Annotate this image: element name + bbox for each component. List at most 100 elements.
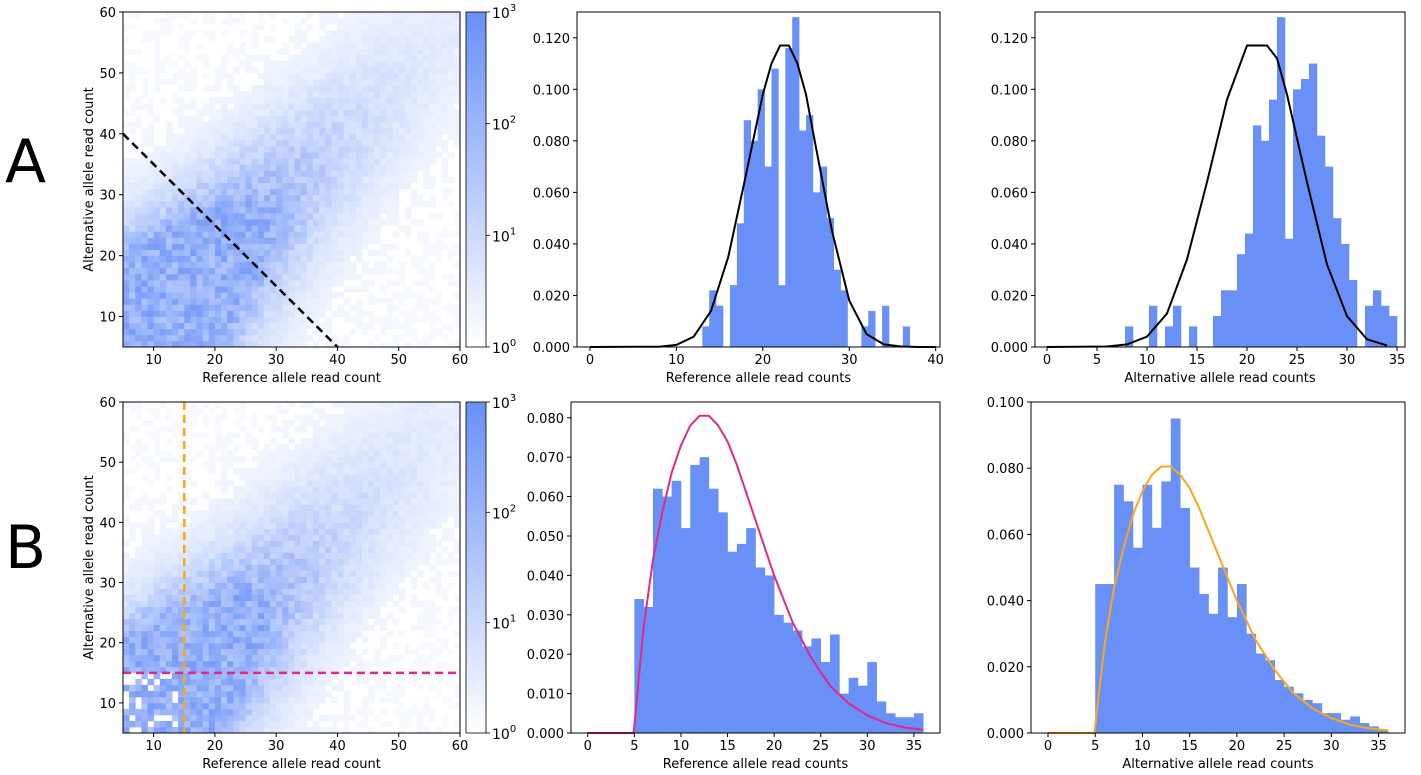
heatmap-cell bbox=[282, 636, 289, 644]
heatmap-cell bbox=[319, 546, 326, 553]
heatmap-cell bbox=[404, 504, 412, 511]
heatmap-cell bbox=[404, 570, 412, 577]
heatmap-cell bbox=[429, 654, 436, 662]
heatmap-cell bbox=[153, 42, 161, 49]
heatmap-cell bbox=[221, 690, 228, 698]
heatmap-cell bbox=[288, 558, 295, 565]
heatmap-cell bbox=[135, 594, 142, 601]
heatmap-cell bbox=[386, 255, 393, 263]
heatmap-cell bbox=[184, 42, 191, 49]
heatmap-cell bbox=[300, 231, 308, 238]
heatmap-cell bbox=[306, 624, 314, 632]
heatmap-cell bbox=[447, 60, 455, 68]
heatmap-cell bbox=[312, 420, 320, 427]
heatmap-cell bbox=[135, 176, 142, 183]
heatmap-cell bbox=[135, 170, 142, 177]
heatmap-cell bbox=[306, 164, 314, 171]
heatmap-cell bbox=[172, 158, 179, 165]
heatmap-cell bbox=[306, 97, 314, 104]
heatmap-cell bbox=[251, 630, 259, 638]
heatmap-cell bbox=[276, 654, 283, 662]
bar bbox=[1325, 166, 1334, 347]
y-tick-label: 0.060 bbox=[533, 186, 570, 201]
heatmap-cell bbox=[294, 103, 302, 110]
heatmap-cell bbox=[429, 176, 436, 183]
heatmap-cell bbox=[129, 85, 136, 92]
heatmap-cell bbox=[263, 576, 271, 583]
heatmap-cell bbox=[417, 152, 424, 159]
heatmap-cell bbox=[270, 127, 277, 135]
heatmap-cell bbox=[172, 678, 179, 686]
heatmap-cell bbox=[453, 213, 461, 220]
heatmap-cell bbox=[410, 474, 418, 481]
x-tick-label: 10 bbox=[668, 353, 685, 368]
heatmap-cell bbox=[288, 225, 295, 232]
heatmap-cell bbox=[325, 194, 332, 202]
heatmap-cell bbox=[325, 630, 332, 638]
heatmap-cell bbox=[312, 66, 320, 74]
heatmap-cell bbox=[208, 225, 216, 232]
heatmap-cell bbox=[331, 624, 338, 632]
heatmap-cell bbox=[282, 42, 289, 49]
heatmap-cell bbox=[153, 298, 161, 305]
y-tick-label: 0.040 bbox=[533, 238, 570, 253]
heatmap-cell bbox=[441, 426, 449, 433]
heatmap-cell bbox=[312, 225, 320, 232]
heatmap-cell bbox=[178, 328, 185, 336]
heatmap-cell bbox=[147, 261, 155, 269]
heatmap-cell bbox=[453, 121, 461, 129]
heatmap-cell bbox=[417, 54, 424, 62]
heatmap-cell bbox=[288, 109, 295, 116]
heatmap-cell bbox=[221, 310, 228, 317]
heatmap-cell bbox=[123, 402, 130, 409]
heatmap-cell bbox=[325, 18, 332, 25]
heatmap-cell bbox=[159, 588, 167, 595]
heatmap-cell bbox=[368, 546, 375, 553]
heatmap-cell bbox=[245, 188, 253, 196]
heatmap-cell bbox=[361, 121, 369, 129]
heatmap-cell bbox=[368, 103, 375, 110]
heatmap-cell bbox=[392, 654, 400, 662]
heatmap-cell bbox=[147, 546, 155, 553]
heatmap-cell bbox=[172, 516, 179, 523]
heatmap-cell bbox=[404, 18, 412, 25]
heatmap-cell bbox=[319, 522, 326, 529]
heatmap-cell bbox=[331, 213, 338, 220]
heatmap-cell bbox=[282, 432, 289, 439]
heatmap-cell bbox=[300, 450, 308, 457]
heatmap-cell bbox=[221, 60, 228, 68]
heatmap-cell bbox=[361, 243, 369, 250]
heatmap-cell bbox=[196, 612, 204, 620]
heatmap-cell bbox=[233, 152, 240, 159]
heatmap-cell bbox=[300, 48, 308, 56]
heatmap-cell bbox=[453, 133, 461, 141]
heatmap-cell bbox=[123, 66, 130, 74]
heatmap-cell bbox=[423, 176, 430, 183]
heatmap-cell bbox=[374, 480, 381, 487]
heatmap-cell bbox=[147, 298, 155, 305]
heatmap-cell bbox=[423, 546, 430, 553]
bar bbox=[729, 285, 738, 347]
heatmap-cell bbox=[368, 152, 375, 159]
heatmap-cell bbox=[300, 480, 308, 487]
heatmap-cell bbox=[190, 255, 197, 263]
heatmap-cell bbox=[368, 582, 375, 589]
heatmap-cell bbox=[202, 12, 210, 19]
heatmap-cell bbox=[178, 468, 185, 475]
heatmap-cell bbox=[355, 480, 363, 487]
heatmap-cell bbox=[355, 432, 363, 439]
y-tick-label: 0.100 bbox=[991, 83, 1028, 98]
heatmap-cell bbox=[398, 164, 406, 171]
heatmap-cell bbox=[251, 468, 259, 475]
heatmap-cell bbox=[380, 594, 387, 601]
heatmap-cell bbox=[178, 726, 185, 734]
heatmap-cell bbox=[374, 85, 381, 92]
bar bbox=[764, 166, 772, 347]
heatmap-cell bbox=[214, 72, 222, 80]
heatmap-cell bbox=[410, 426, 418, 433]
heatmap-cell bbox=[153, 558, 161, 565]
heatmap-cell bbox=[282, 516, 289, 523]
heatmap-cell bbox=[380, 243, 387, 250]
heatmap-cell bbox=[165, 618, 173, 626]
heatmap-cell bbox=[227, 726, 234, 734]
